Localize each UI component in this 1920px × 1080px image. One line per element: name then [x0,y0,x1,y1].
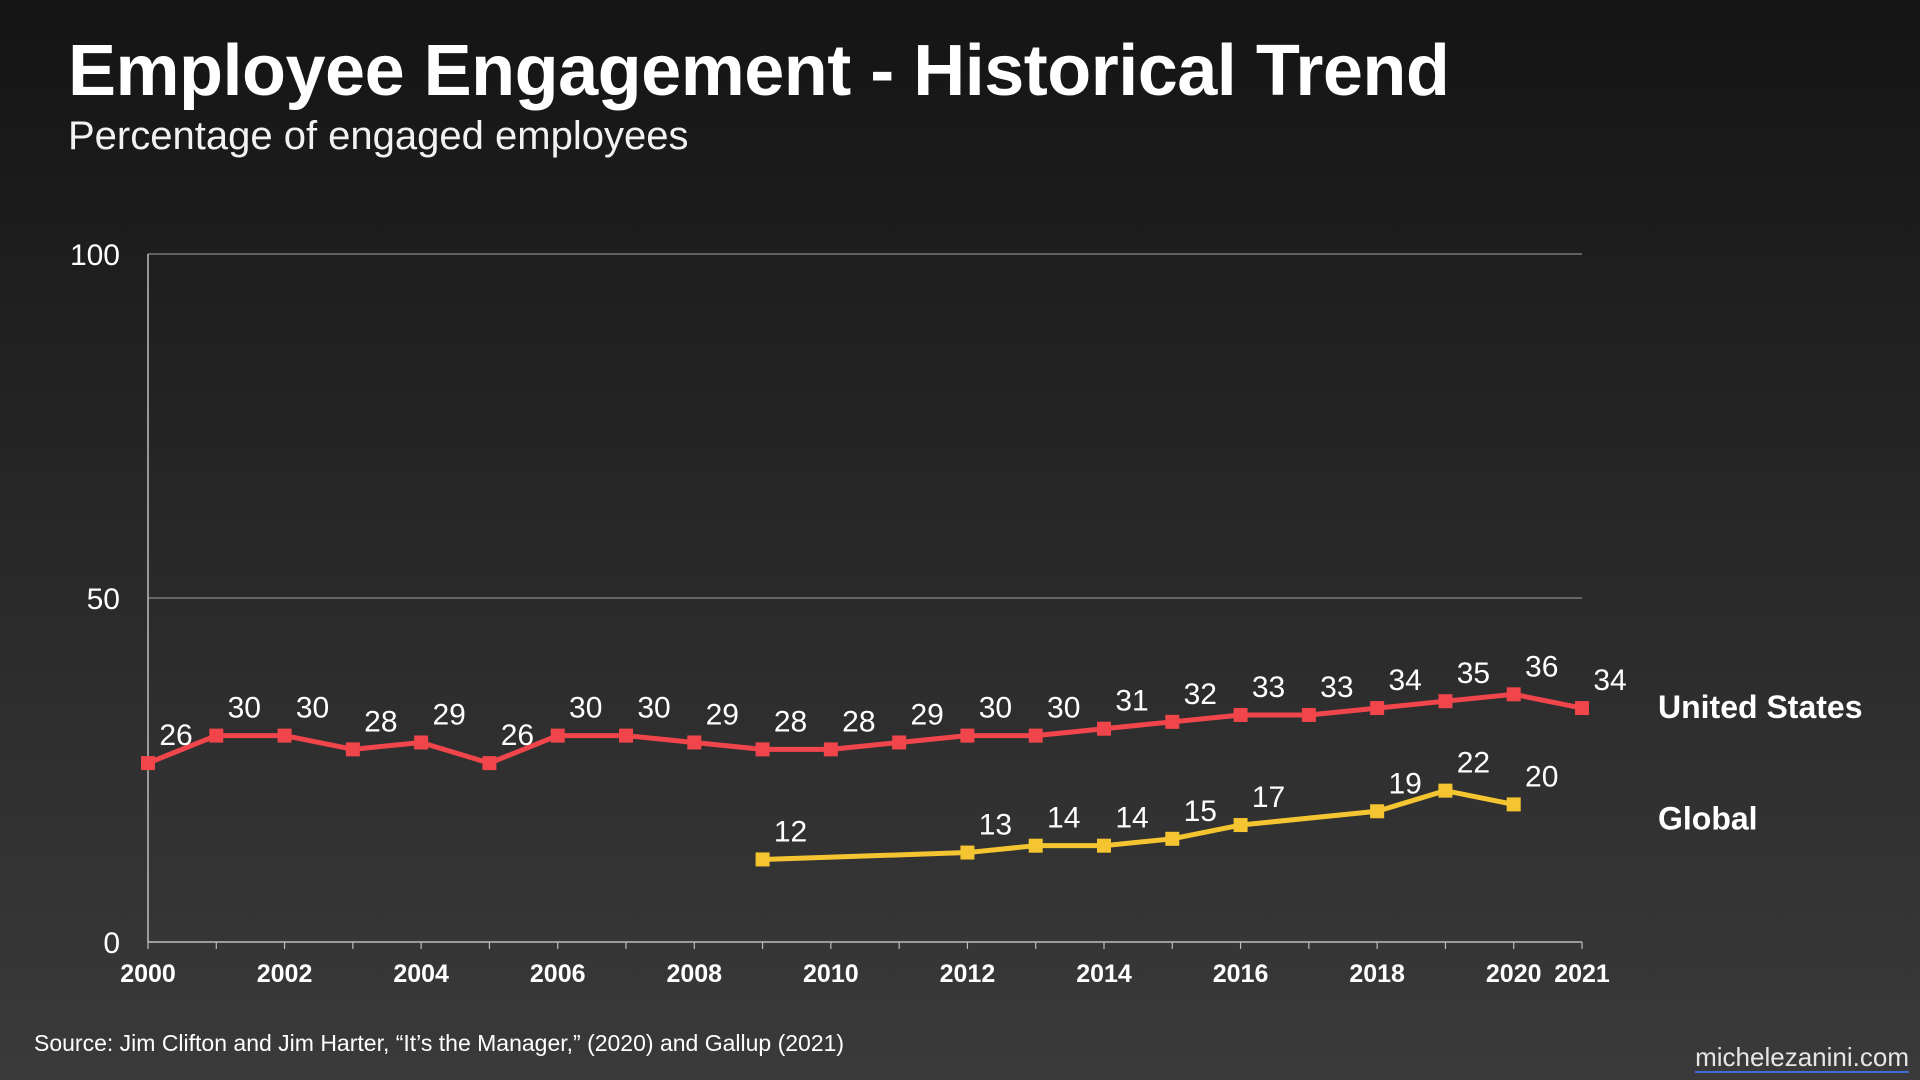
united-states-point-2003 [345,742,360,757]
united-states-data-label-2003: 28 [364,705,397,738]
united-states-data-label-2011: 29 [910,698,943,731]
united-states-point-2006 [550,728,565,743]
united-states-data-label-2005: 26 [501,719,534,752]
global-point-2019 [1438,783,1453,798]
united-states-point-2019 [1438,694,1453,709]
global-point-2016 [1233,818,1248,833]
global-point-2012 [960,845,975,860]
united-states-data-label-2000: 26 [159,719,192,752]
united-states-data-label-2004: 29 [432,698,465,731]
united-states-data-label-2014: 31 [1115,685,1148,718]
page-title: Employee Engagement - Historical Trend [68,31,1450,111]
x-tick-label-2018: 2018 [1349,960,1405,988]
x-tick-label-2002: 2002 [257,960,313,988]
united-states-data-label-2013: 30 [1047,692,1080,725]
united-states-series-line [145,691,1585,766]
united-states-point-2004 [414,735,429,750]
global-point-2009 [755,852,770,867]
united-states-point-2017 [1301,707,1316,722]
united-states-point-2016 [1233,707,1248,722]
united-states-point-2007 [619,728,633,743]
united-states-point-2021 [1575,701,1589,716]
united-states-point-2000 [141,756,155,771]
source-note: Source: Jim Clifton and Jim Harter, “It’… [34,1030,845,1056]
y-tick-label-100: 100 [70,239,120,272]
united-states-data-label-2009: 28 [774,705,807,738]
x-tick-label-2012: 2012 [940,960,996,988]
global-data-label-2020: 20 [1525,760,1558,793]
united-states-data-label-2007: 30 [637,692,670,725]
global-data-label-2014: 14 [1115,802,1148,835]
united-states-data-label-2015: 32 [1184,678,1217,711]
united-states-point-2018 [1370,701,1385,716]
global-data-label-2009: 12 [774,815,807,848]
global-point-2015 [1165,831,1180,846]
global-point-2020 [1506,797,1521,812]
united-states-data-label-2012: 30 [979,692,1012,725]
global-point-2013 [1028,838,1043,853]
united-states-data-label-2017: 33 [1320,671,1353,704]
series-layer [141,687,1589,867]
united-states-data-label-2018: 34 [1388,664,1421,697]
page-subtitle: Percentage of engaged employees [68,114,689,158]
united-states-point-2008 [687,735,702,750]
united-states-data-label-2021: 34 [1593,664,1626,697]
united-states-point-2012 [960,728,975,743]
global-data-label-2013: 14 [1047,802,1080,835]
x-tick-label-2000: 2000 [120,960,176,988]
x-tick-label-2021: 2021 [1554,960,1610,988]
united-states-data-label-2006: 30 [569,692,602,725]
united-states-point-2005 [482,756,497,771]
global-data-label-2012: 13 [979,809,1012,842]
x-tick-label-2006: 2006 [530,960,586,988]
y-tick-label-50: 50 [87,583,120,616]
x-tick-label-2008: 2008 [666,960,722,988]
y-tick-label-0: 0 [103,927,120,960]
united-states-point-2020 [1506,687,1521,702]
united-states-data-label-2020: 36 [1525,650,1558,683]
global-data-label-2016: 17 [1252,781,1285,814]
united-states-data-label-2001: 30 [228,692,261,725]
global-data-label-2015: 15 [1184,795,1217,828]
united-states-data-label-2002: 30 [296,692,329,725]
united-states-point-2011 [892,735,907,750]
united-states-series-label: United States [1658,689,1862,725]
x-tick-label-2004: 2004 [393,960,449,988]
united-states-point-2001 [209,728,224,743]
watermark-link[interactable]: michelezanini.com [1695,1042,1909,1073]
united-states-point-2014 [1097,721,1111,736]
grid-layer [148,253,1582,599]
united-states-point-2010 [823,742,838,757]
global-point-2014 [1097,838,1111,853]
united-states-data-label-2010: 28 [842,705,875,738]
united-states-data-label-2016: 33 [1252,671,1285,704]
united-states-point-2002 [277,728,292,743]
united-states-point-2009 [755,742,770,757]
united-states-point-2013 [1028,728,1043,743]
united-states-data-label-2008: 29 [706,698,739,731]
x-tick-label-2014: 2014 [1076,960,1132,988]
global-point-2018 [1370,804,1385,819]
label-layer: 26 30 30 28 29 26 30 30 29 28 28 29 30 30 31 32 33 33 34 35… [159,650,1862,848]
united-states-point-2015 [1165,714,1180,729]
global-series-label: Global [1658,800,1758,836]
global-data-label-2018: 19 [1388,767,1421,800]
united-states-data-label-2019: 35 [1457,657,1490,690]
x-tick-label-2020: 2020 [1486,960,1542,988]
global-data-label-2019: 22 [1457,747,1490,780]
x-tick-label-2010: 2010 [803,960,859,988]
x-tick-label-2016: 2016 [1213,960,1269,988]
